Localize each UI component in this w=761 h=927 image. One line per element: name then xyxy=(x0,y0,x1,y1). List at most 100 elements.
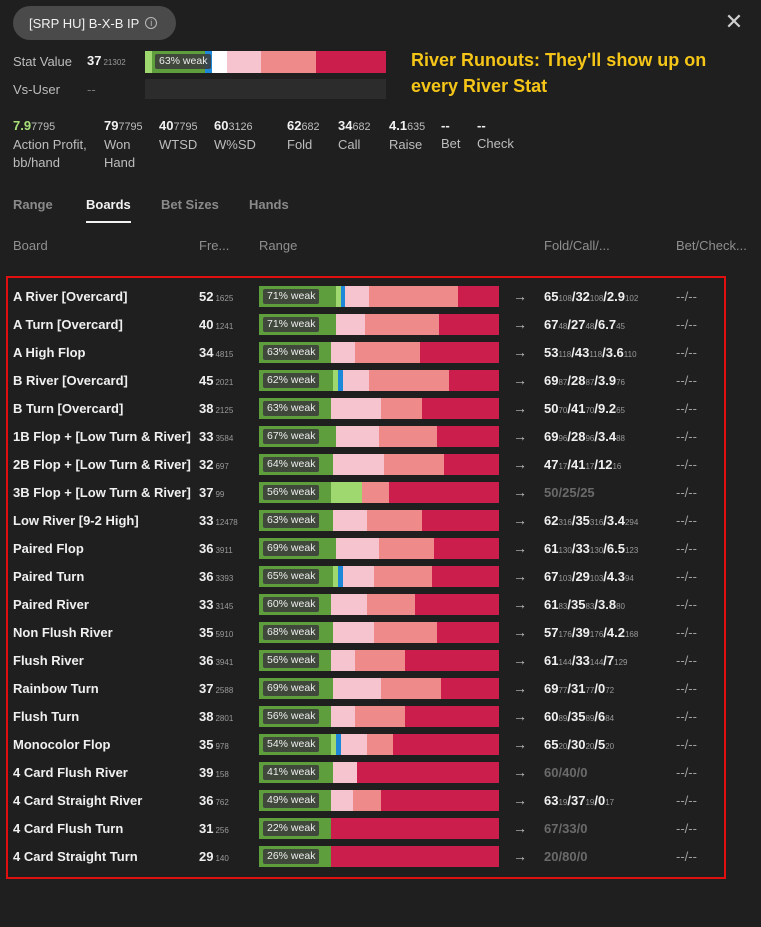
tab-range[interactable]: Range xyxy=(13,197,53,212)
call-value: 41 xyxy=(571,457,586,472)
table-row[interactable]: A High Flop 34 4815 63% weak → 53118/43118/3.… xyxy=(0,338,761,366)
separator: / xyxy=(558,485,563,500)
board-name: A High Flop xyxy=(13,345,86,360)
col-header-bet-check[interactable]: Bet/Check... xyxy=(676,238,747,253)
fold-call-raise: 6748/2748/6.745 xyxy=(544,317,625,332)
arrow-right-icon[interactable]: → xyxy=(513,708,527,724)
stat-bar-segment xyxy=(145,51,153,73)
fold-value: 60 xyxy=(544,765,559,780)
raise-value: 4.3 xyxy=(606,569,625,584)
col-header-fold-call[interactable]: Fold/Call/... xyxy=(544,238,610,253)
table-row[interactable]: Paired River 33 3145 60% weak → 6183/3583/3.8… xyxy=(0,590,761,618)
range-bar-segment xyxy=(434,538,499,559)
call-value: 33 xyxy=(575,541,590,556)
table-row[interactable]: Rainbow Turn 37 2588 69% weak → 6977/3177/072… xyxy=(0,674,761,702)
arrow-right-icon[interactable]: → xyxy=(513,400,527,416)
table-row[interactable]: Flush River 36 3941 56% weak → 61144/33144/71… xyxy=(0,646,761,674)
tab-boards[interactable]: Boards xyxy=(86,197,131,223)
metric-value-line: 603126 xyxy=(214,117,256,136)
arrow-right-icon[interactable]: → xyxy=(513,372,527,388)
arrow-right-icon[interactable]: → xyxy=(513,512,527,528)
board-frequency: 45 2021 xyxy=(199,373,233,388)
tab-hands[interactable]: Hands xyxy=(249,197,289,212)
board-name: Flush River xyxy=(13,653,84,668)
board-name: 4 Card Straight River xyxy=(13,793,143,808)
raise-sample: 84 xyxy=(605,714,615,723)
arrow-right-icon[interactable]: → xyxy=(513,344,527,360)
call-value: 35 xyxy=(575,513,590,528)
fold-sample: 316 xyxy=(558,518,572,527)
frequency-sample: 256 xyxy=(215,826,229,835)
range-bar: 69% weak xyxy=(259,538,499,559)
separator: / xyxy=(567,709,571,724)
arrow-right-icon[interactable]: → xyxy=(513,596,527,612)
range-bar-segment xyxy=(352,790,382,811)
raise-value: 5 xyxy=(598,737,606,752)
arrow-right-icon[interactable]: → xyxy=(513,680,527,696)
frequency-value: 36 xyxy=(199,541,214,556)
metric-8: -- Check xyxy=(477,117,514,153)
table-row[interactable]: Paired Turn 36 3393 65% weak → 67103/29103/4.… xyxy=(0,562,761,590)
raise-value: 3.4 xyxy=(606,513,625,528)
arrow-right-icon[interactable]: → xyxy=(513,848,527,864)
metric-value: 7.9 xyxy=(13,118,32,133)
table-row[interactable]: B River [Overcard] 45 2021 62% weak → 6987/28… xyxy=(0,366,761,394)
table-row[interactable]: Paired Flop 36 3911 69% weak → 61130/33130/6.… xyxy=(0,534,761,562)
table-row[interactable]: A Turn [Overcard] 40 1241 71% weak → 6748/274… xyxy=(0,310,761,338)
arrow-right-icon[interactable]: → xyxy=(513,820,527,836)
arrow-right-icon[interactable]: → xyxy=(513,736,527,752)
range-bar-segment xyxy=(333,678,382,699)
table-row[interactable]: 4 Card Flush Turn 31 256 22% weak → 67/33/0 --… xyxy=(0,814,761,842)
table-row[interactable]: B Turn [Overcard] 38 2125 63% weak → 5070/417… xyxy=(0,394,761,422)
col-header-range[interactable]: Range xyxy=(259,238,298,253)
arrow-right-icon[interactable]: → xyxy=(513,456,527,472)
range-bar-segment xyxy=(333,454,384,475)
table-row[interactable]: 4 Card Flush River 39 158 41% weak → 60/40/0-… xyxy=(0,758,761,786)
fold-sample: 48 xyxy=(558,322,568,331)
range-bar: 71% weak xyxy=(259,286,499,307)
separator: / xyxy=(571,625,576,640)
table-row[interactable]: 4 Card Straight River 36 762 49% weak → 6319/… xyxy=(0,786,761,814)
table-row[interactable]: 2B Flop + [Low Turn & River] 32 697 64% wea… xyxy=(0,450,761,478)
arrow-right-icon[interactable]: → xyxy=(513,624,527,640)
arrow-right-icon[interactable]: → xyxy=(513,568,527,584)
call-value: 37 xyxy=(571,793,586,808)
raise-value: 3.9 xyxy=(598,373,617,388)
range-bar-segment xyxy=(436,426,499,447)
table-row[interactable]: Non Flush River 35 5910 68% weak → 57176/3917… xyxy=(0,618,761,646)
frequency-sample: 697 xyxy=(215,462,229,471)
table-row[interactable]: A River [Overcard] 52 1625 71% weak → 65108/3… xyxy=(0,282,761,310)
col-header-board[interactable]: Board xyxy=(13,238,48,253)
arrow-right-icon[interactable]: → xyxy=(513,288,527,304)
arrow-right-icon[interactable]: → xyxy=(513,764,527,780)
tab-bet-sizes[interactable]: Bet Sizes xyxy=(161,197,219,212)
arrow-right-icon[interactable]: → xyxy=(513,540,527,556)
table-row[interactable]: Flush Turn 38 2801 56% weak → 6089/3589/684 --… xyxy=(0,702,761,730)
arrow-right-icon[interactable]: → xyxy=(513,428,527,444)
stat-title-pill[interactable]: [SRP HU] B-X-B IP i xyxy=(13,6,176,40)
arrow-right-icon[interactable]: → xyxy=(513,652,527,668)
fold-value: 67 xyxy=(544,317,559,332)
stat-bar-segment xyxy=(316,51,386,73)
range-bar-segment xyxy=(355,706,406,727)
info-icon[interactable]: i xyxy=(145,17,158,29)
bet-check-value: --/-- xyxy=(676,793,697,808)
table-row[interactable]: Monocolor Flop 35 978 54% weak → 6520/3020/52… xyxy=(0,730,761,758)
fold-value: 62 xyxy=(544,513,559,528)
close-icon[interactable]: ✕ xyxy=(724,9,744,34)
table-row[interactable]: 3B Flop + [Low Turn & River] 37 99 56% weak… xyxy=(0,478,761,506)
table-row[interactable]: 4 Card Straight Turn 29 140 26% weak → 20/80/… xyxy=(0,842,761,870)
board-frequency: 36 3393 xyxy=(199,569,233,584)
fold-sample: 130 xyxy=(558,546,572,555)
range-bar-segment xyxy=(419,342,499,363)
arrow-right-icon[interactable]: → xyxy=(513,316,527,332)
arrow-right-icon[interactable]: → xyxy=(513,484,527,500)
table-row[interactable]: Low River [9-2 High] 33 12478 63% weak → 6231… xyxy=(0,506,761,534)
frequency-value: 36 xyxy=(199,569,214,584)
separator: / xyxy=(571,569,576,584)
col-header-freq[interactable]: Fre... xyxy=(199,238,230,253)
board-name: 2B Flop + [Low Turn & River] xyxy=(13,457,191,472)
table-row[interactable]: 1B Flop + [Low Turn & River] 33 3584 67% we… xyxy=(0,422,761,450)
arrow-right-icon[interactable]: → xyxy=(513,792,527,808)
fold-value: 47 xyxy=(544,457,559,472)
